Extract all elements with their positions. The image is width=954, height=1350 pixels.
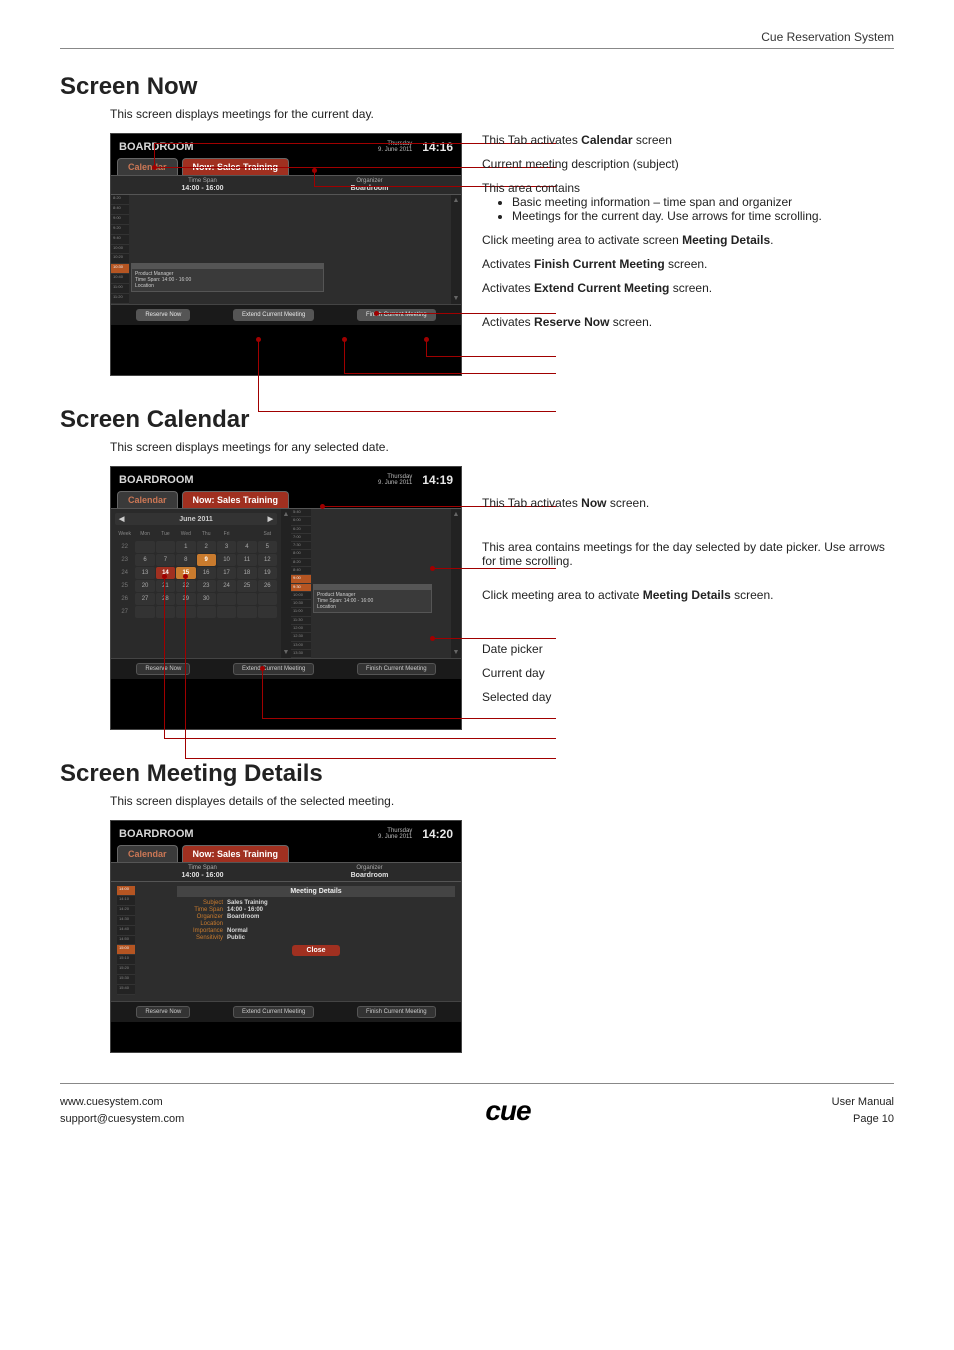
cue-logo: cue xyxy=(485,1095,530,1127)
room-name: BOARDROOM xyxy=(119,828,194,840)
extend-meeting-button[interactable]: Extend Current Meeting xyxy=(233,1006,314,1018)
scroll-arrows[interactable]: ▲▼ xyxy=(451,195,461,304)
titlebar: BOARDROOM Thursday9. June 2011 14:16 xyxy=(111,134,461,158)
details-panel: 14:00 14:10 14:20 14:30 14:40 14:50 15:0… xyxy=(111,881,461,1001)
figure-details-row: BOARDROOM Thursday9. June 2011 14:20 Cal… xyxy=(110,820,894,1053)
section-details-title: Screen Meeting Details xyxy=(60,760,894,788)
schedule-area[interactable]: 8:20 8:40 9:00 9:20 9:40 10:00 10:20 10:… xyxy=(111,194,461,304)
next-month-icon[interactable]: ▶ xyxy=(268,515,273,523)
tab-calendar[interactable]: Calendar xyxy=(117,845,178,862)
callout-area-meetings: This area contains meetings for the day … xyxy=(482,540,894,568)
footer-url: www.cuesystem.com xyxy=(60,1094,184,1111)
infobar: Time Span14:00 - 16:00 OrganizerBoardroo… xyxy=(111,175,461,194)
callout-finish: Activates Finish Current Meeting screen. xyxy=(482,257,894,271)
callout-click-details: Click meeting area to activate Meeting D… xyxy=(482,588,894,602)
extend-meeting-button[interactable]: Extend Current Meeting xyxy=(233,663,314,675)
finish-meeting-button[interactable]: Finish Current Meeting xyxy=(357,1006,436,1018)
callout-area-contains: This area contains Basic meeting informa… xyxy=(482,181,894,223)
callout-current-day: Current day xyxy=(482,666,894,680)
callout-subject: Current meeting description (subject) xyxy=(482,157,894,171)
app-frame-details: BOARDROOM Thursday9. June 2011 14:20 Cal… xyxy=(110,820,462,1053)
titlebar: BOARDROOM Thursday9. June 2011 14:19 xyxy=(111,467,461,491)
room-name: BOARDROOM xyxy=(119,474,194,486)
finish-meeting-button[interactable]: Finish Current Meeting xyxy=(357,309,436,321)
tab-calendar[interactable]: Calendar xyxy=(117,491,178,508)
figure-now-row: BOARDROOM Thursday9. June 2011 14:16 Cal… xyxy=(110,133,894,376)
meeting-area[interactable]: Product Manager Time Span: 14:00 - 16:00… xyxy=(129,195,451,304)
footer-rule xyxy=(60,1083,894,1084)
footer-page: Page 10 xyxy=(832,1111,894,1128)
section-details-intro: This screen displayes details of the sel… xyxy=(110,794,894,808)
time-column: 8:20 8:40 9:00 9:20 9:40 10:00 10:20 10:… xyxy=(111,195,129,304)
section-calendar-intro: This screen displays meetings for any se… xyxy=(110,440,894,454)
month-label: June 2011 xyxy=(179,516,212,523)
reserve-now-button[interactable]: Reserve Now xyxy=(136,309,190,321)
footer-manual: User Manual xyxy=(832,1094,894,1111)
footer-email: support@cuesystem.com xyxy=(60,1111,184,1128)
close-button[interactable]: Close xyxy=(292,945,339,956)
callout-click-meeting: Click meeting area to activate screen Me… xyxy=(482,233,894,247)
callouts-calendar: This Tab activates Now screen. This area… xyxy=(482,466,894,730)
callout-now-tab: This Tab activates Now screen. xyxy=(482,496,894,510)
meeting-card[interactable]: Product Manager Time Span: 14:00 - 16:00… xyxy=(131,263,324,292)
reserve-now-button[interactable]: Reserve Now xyxy=(136,1006,190,1018)
section-now-title: Screen Now xyxy=(60,73,894,101)
callout-calendar-tab: This Tab activates Calendar screen xyxy=(482,133,894,147)
callout-extend: Activates Extend Current Meeting screen. xyxy=(482,281,894,295)
callout-selected-day: Selected day xyxy=(482,690,894,704)
date-picker[interactable]: ◀ June 2011 ▶ Week Mon Tue Wed Thu Fri S… xyxy=(111,509,281,658)
page-footer: www.cuesystem.com support@cuesystem.com … xyxy=(60,1094,894,1127)
prev-month-icon[interactable]: ◀ xyxy=(119,515,124,523)
clock: 14:19 xyxy=(422,473,453,487)
page-header: Cue Reservation System xyxy=(60,30,894,48)
section-now-intro: This screen displays meetings for the cu… xyxy=(110,107,894,121)
bottom-bar: Reserve Now Extend Current Meeting Finis… xyxy=(111,304,461,325)
callout-datepicker: Date picker xyxy=(482,642,894,656)
tab-now[interactable]: Now: Sales Training xyxy=(182,491,290,508)
date-picker-grid: Week Mon Tue Wed Thu Fri Sat 22 12345 23… xyxy=(115,528,277,618)
extend-meeting-button[interactable]: Extend Current Meeting xyxy=(233,309,314,321)
finish-meeting-button[interactable]: Finish Current Meeting xyxy=(357,663,436,675)
app-frame-now: BOARDROOM Thursday9. June 2011 14:16 Cal… xyxy=(110,133,462,376)
callouts-now: This Tab activates Calendar screen Curre… xyxy=(482,133,894,376)
clock: 14:20 xyxy=(422,827,453,841)
selected-day-cell[interactable]: 9 xyxy=(197,554,216,566)
tab-now[interactable]: Now: Sales Training xyxy=(182,845,290,862)
callout-reserve: Activates Reserve Now screen. xyxy=(482,315,894,329)
details-heading: Meeting Details xyxy=(177,886,455,897)
figure-calendar-row: BOARDROOM Thursday9. June 2011 14:19 Cal… xyxy=(110,466,894,730)
header-rule xyxy=(60,48,894,49)
